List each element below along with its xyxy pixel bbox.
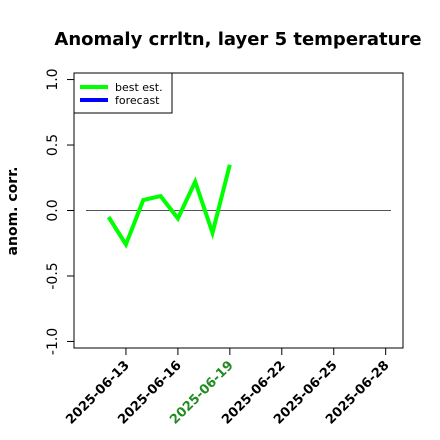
y-axis: -1.0 -0.5 0.0 0.5 1.0	[45, 68, 74, 355]
y-tick-label: -1.0	[45, 328, 61, 355]
legend: best est. forecast	[73, 72, 173, 114]
legend-label-forecast: forecast	[115, 94, 160, 107]
y-tick-label: 1.0	[45, 68, 61, 90]
y-axis-label: anom. corr.	[5, 167, 21, 256]
chart-title: Anomaly crrltn, layer 5 temperature	[54, 29, 421, 50]
legend-label-best-est: best est.	[115, 81, 163, 94]
y-tick-label: 0.0	[45, 199, 61, 221]
series-layer	[106, 164, 232, 249]
series-line-0	[106, 164, 232, 249]
y-tick-label: -0.5	[45, 262, 61, 289]
y-tick-label: 0.5	[45, 134, 61, 156]
legend-box	[73, 72, 173, 114]
x-axis: 2025-06-132025-06-162025-06-192025-06-22…	[63, 348, 393, 428]
